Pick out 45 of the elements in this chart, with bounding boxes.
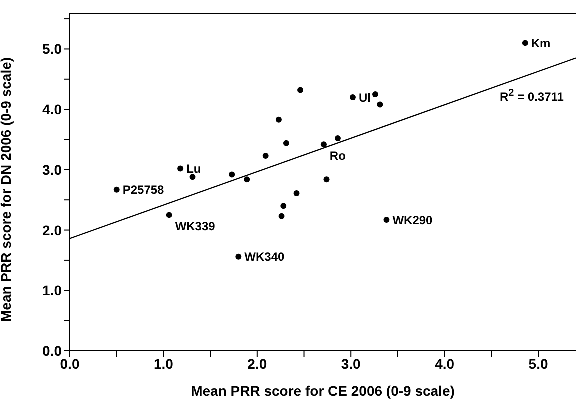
annotation: WK339 (175, 219, 216, 234)
point (244, 176, 250, 183)
x-tick-label: 0.0 (60, 356, 80, 372)
annotation: Km (531, 36, 551, 50)
y-tick-label: 4.0 (42, 102, 62, 118)
point (280, 203, 287, 210)
x-tick-label: 3.0 (341, 356, 362, 372)
y-tick-label: 3.0 (42, 162, 62, 178)
point (236, 254, 242, 260)
annotation: WK340 (244, 250, 286, 264)
y-tick-label: 5.0 (42, 41, 62, 58)
y-tick-label: 2.0 (42, 222, 62, 238)
x-tick-label: 2.0 (248, 356, 268, 372)
point (372, 92, 378, 98)
y-tick-label: 1.0 (42, 282, 62, 299)
point (350, 94, 356, 100)
annotation: Ro (330, 148, 346, 163)
point (320, 142, 327, 148)
point (276, 116, 282, 123)
x-tick-label: 1.0 (154, 356, 174, 372)
point (229, 172, 236, 178)
point (283, 140, 290, 146)
point (377, 102, 384, 108)
annotation: WK290 (392, 213, 434, 228)
annotation: Lu (186, 162, 202, 176)
point (178, 166, 184, 172)
annotation: Ul (358, 90, 371, 105)
x-tick-label: 5.0 (528, 356, 548, 372)
annotation: P25758 (122, 183, 165, 198)
point (324, 176, 330, 183)
annotation: R$^{2}$ = 0.3711 (500, 88, 564, 104)
x-tick-label: 4.0 (435, 356, 455, 372)
point (114, 186, 120, 193)
point (335, 136, 341, 142)
point (298, 87, 304, 94)
y-tick-label: 0.0 (42, 342, 62, 359)
point (262, 153, 269, 160)
y-axis-title: Mean PRR score for DN 2006 (0-9 scale) (0, 57, 14, 322)
x-axis-title: Mean PRR score for CE 2006 (0-9 scale) (191, 383, 455, 399)
point (190, 174, 196, 180)
point (278, 213, 285, 220)
point (294, 190, 300, 196)
point (522, 40, 528, 46)
point (166, 212, 172, 218)
point (384, 217, 390, 224)
